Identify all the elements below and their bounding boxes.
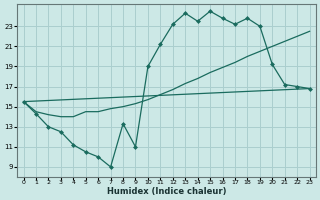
X-axis label: Humidex (Indice chaleur): Humidex (Indice chaleur): [107, 187, 226, 196]
